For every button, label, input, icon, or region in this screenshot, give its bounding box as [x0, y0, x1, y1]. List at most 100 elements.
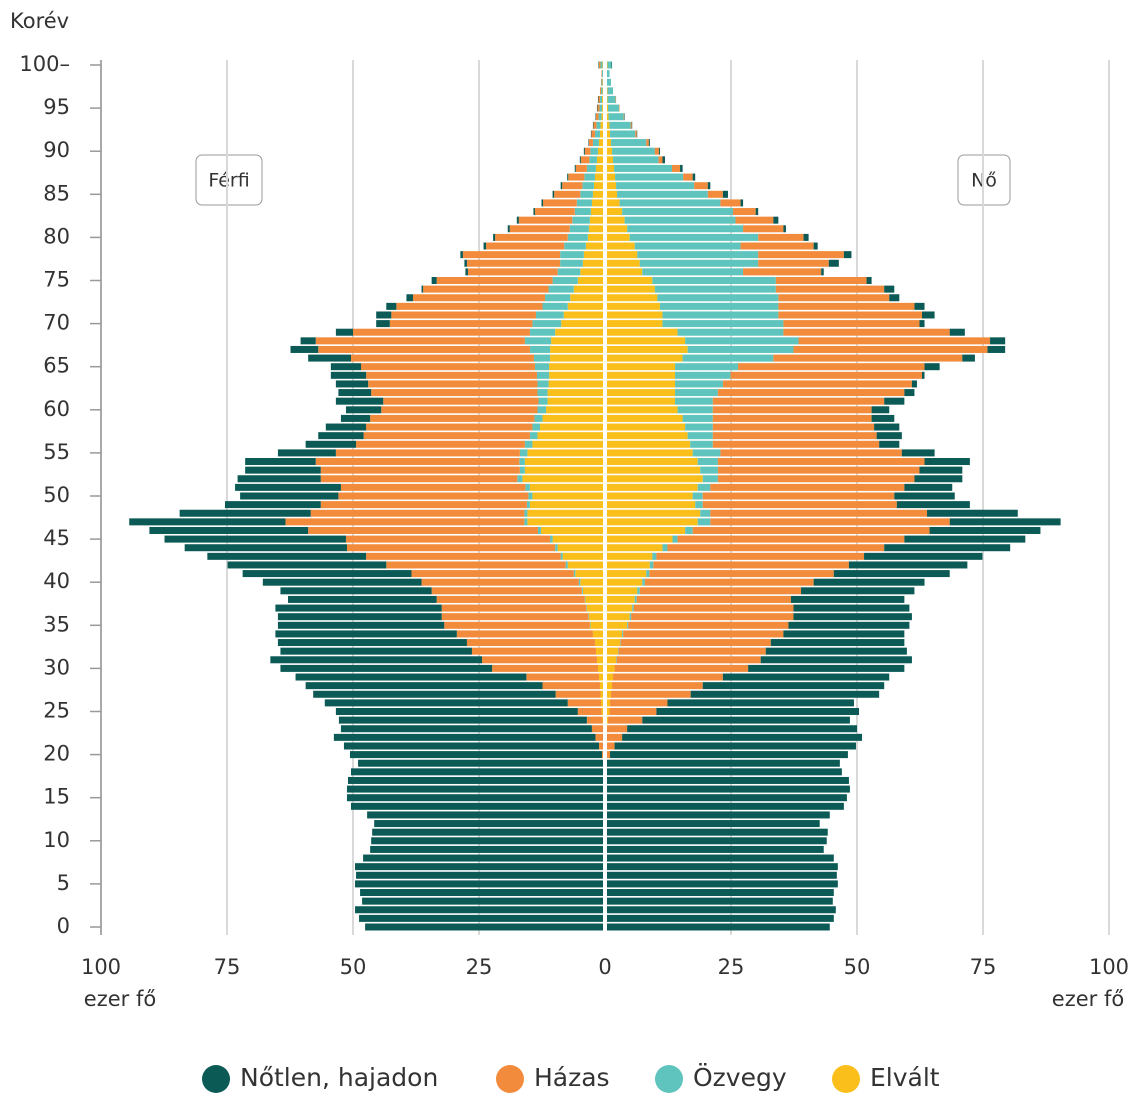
bar-segment [441, 604, 587, 612]
bar-segment [245, 466, 321, 474]
bar-segment [567, 699, 601, 707]
bar-segment [615, 173, 684, 181]
bar-segment [588, 613, 603, 621]
bar-segment [848, 561, 968, 569]
bar-segment [707, 182, 711, 190]
bar-segment [351, 768, 603, 776]
bar-segment [577, 277, 603, 284]
bar-segment [346, 794, 603, 802]
bar-segment [527, 449, 603, 457]
x-axis-title: ezer fő [84, 987, 156, 1011]
bar-segment [730, 371, 922, 379]
bar-segment [717, 475, 915, 483]
bar-segment [586, 604, 603, 612]
bar-segment [555, 544, 558, 552]
bar-segment [338, 716, 587, 724]
bar-segment [607, 828, 828, 836]
bar-segment [922, 371, 925, 379]
y-tick-label: 35 [43, 612, 70, 636]
bar-segment [607, 70, 610, 78]
bar-segment [600, 699, 603, 707]
bar-segment [607, 216, 625, 224]
bar-segment [600, 87, 603, 95]
bar-segment [904, 389, 915, 397]
bar-segment [677, 328, 784, 336]
bar-segment [431, 587, 582, 595]
bar-segment [619, 199, 721, 207]
bar-segment [529, 345, 551, 353]
bar-segment [639, 259, 759, 267]
bar-segment [561, 320, 603, 328]
bar-segment [601, 70, 602, 78]
bar-segment [672, 535, 678, 543]
bar-segment [636, 130, 638, 138]
bar-segment [582, 587, 603, 595]
bar-segment [653, 561, 849, 569]
bar-segment [949, 328, 965, 336]
bar-segment [507, 225, 510, 233]
bar-segment [712, 406, 872, 414]
bar-segment [592, 630, 603, 638]
bar-segment [436, 595, 585, 603]
bar-segment [949, 518, 1061, 526]
bar-segment [607, 242, 635, 250]
bar-segment [793, 613, 912, 621]
y-tick-label: 30 [43, 655, 70, 679]
bar-segment [607, 483, 698, 491]
bar-segment [607, 837, 827, 845]
bar-segment [580, 578, 603, 586]
bar-segment [652, 277, 776, 284]
bar-segment [582, 259, 603, 267]
bar-segment [184, 544, 347, 552]
bar-segment [683, 173, 693, 181]
bar-segment [335, 380, 369, 388]
bar-segment [677, 535, 905, 543]
bar-segment [690, 440, 713, 448]
bar-segment [607, 173, 616, 181]
bar-segment [466, 259, 561, 267]
bar-segment [593, 121, 597, 129]
bar-segment [362, 897, 603, 905]
bar-segment [717, 458, 925, 466]
y-tick-label: 100– [19, 52, 70, 76]
bar-segment [740, 199, 744, 207]
bar-segment [584, 147, 591, 155]
bar-segment [546, 406, 603, 414]
bar-segment [529, 328, 556, 336]
bar-segment [324, 699, 568, 707]
bar-segment [534, 208, 575, 216]
bar-segment [717, 389, 905, 397]
bar-segment [788, 621, 910, 629]
legend-label: Házas [534, 1063, 610, 1092]
bar-segment [765, 647, 907, 655]
bar-segment [525, 483, 530, 491]
y-tick-label: 45 [43, 526, 70, 550]
bar-segment [333, 733, 596, 741]
x-tick-label: 75 [214, 955, 241, 979]
bar-segment [593, 182, 603, 190]
bar-segment [662, 156, 665, 164]
bar-segment [607, 95, 616, 103]
bar-segment [607, 285, 655, 293]
bar-segment [629, 233, 759, 241]
legend-swatch [496, 1065, 524, 1093]
bar-segment [598, 61, 599, 69]
bar-segment [310, 509, 525, 517]
bar-segment [542, 414, 603, 422]
bar-segment [330, 371, 367, 379]
bar-segment [652, 552, 657, 560]
bar-segment [778, 294, 890, 302]
bar-segment [516, 216, 519, 224]
bar-segment [614, 742, 856, 750]
bar-segment [275, 604, 442, 612]
bar-segment [597, 95, 599, 103]
bar-segment [602, 61, 603, 69]
bar-segment [179, 509, 311, 517]
bar-segment [550, 345, 603, 353]
bar-segment [702, 492, 895, 500]
bar-segment [360, 889, 603, 897]
bar-segment [601, 70, 603, 78]
bar-segment [743, 268, 822, 276]
bar-segment [389, 320, 533, 328]
bar-segment [482, 656, 597, 664]
